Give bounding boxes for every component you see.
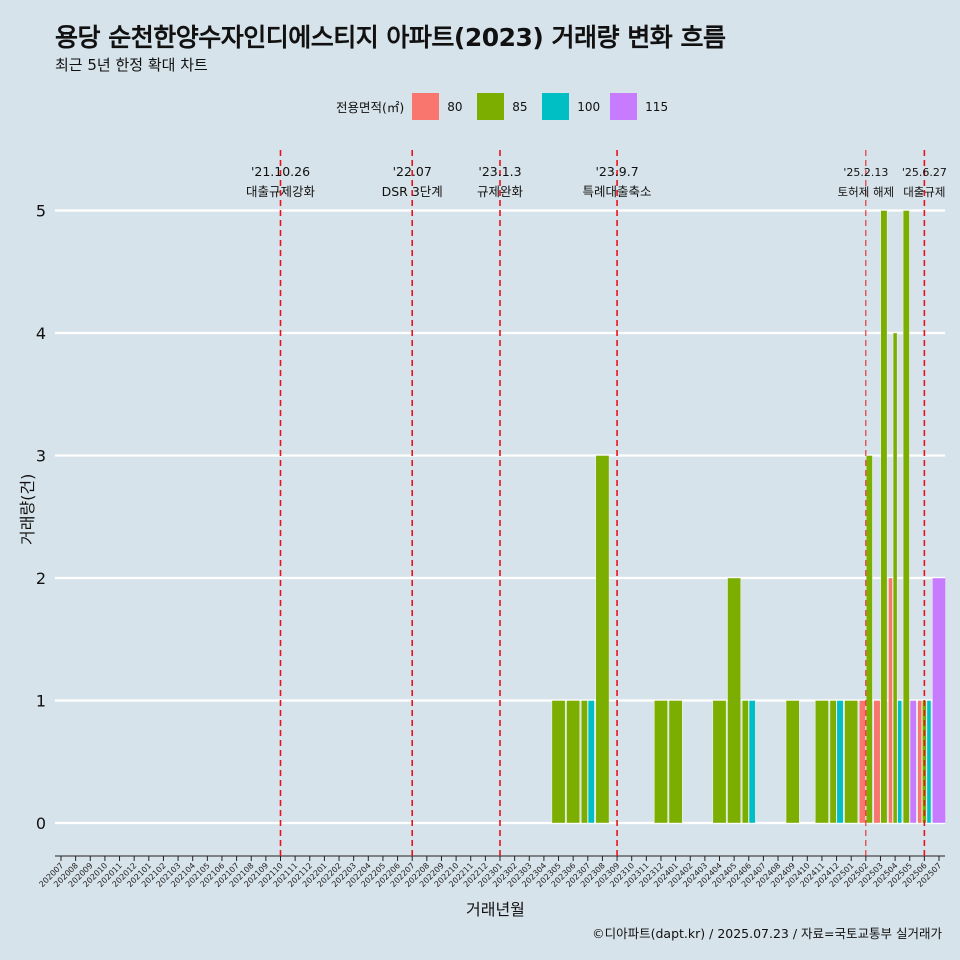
- event-text-label: 대출규제: [903, 185, 945, 199]
- bar-202307-100: [587, 700, 595, 824]
- x-axis-label: 거래년월: [466, 900, 525, 919]
- event-date-label: '23.9.7: [595, 164, 638, 179]
- bar-202409-85: [785, 700, 800, 824]
- bar-202504-85: [892, 332, 898, 824]
- y-tick-label: 4: [36, 324, 46, 343]
- event-text-label: 특례대출축소: [583, 184, 652, 199]
- bar-202411-85: [815, 700, 829, 824]
- y-tick-label: 2: [36, 569, 46, 588]
- legend-title: 전용면적(㎡): [336, 100, 405, 115]
- legend-item-80: 80: [412, 93, 467, 120]
- legend-swatch-80: [412, 93, 440, 120]
- chart-title: 용당 순천한양수자인디에스티지 아파트(2023) 거래량 변화 흐름: [55, 23, 726, 52]
- y-tick-label: 5: [36, 202, 46, 221]
- legend-label-115: 115: [645, 99, 669, 114]
- bar-202504-100: [897, 700, 902, 824]
- legend-swatch-115: [610, 93, 638, 120]
- bar-202412-85: [829, 700, 837, 824]
- event-text-label: 토허제 해제: [838, 185, 895, 199]
- event-date-label: '23.1.3: [478, 164, 521, 179]
- y-tick-label: 0: [36, 814, 46, 833]
- legend-label-85: 85: [512, 99, 528, 114]
- chart-subtitle: 최근 5년 한정 확대 차트: [55, 56, 208, 74]
- bar-202312-85: [654, 700, 668, 824]
- bar-202505-115: [909, 700, 917, 824]
- event-text-label: DSR 3단계: [382, 184, 443, 199]
- legend-label-100: 100: [577, 99, 601, 114]
- bar-202503-85: [880, 210, 888, 824]
- source-caption: ©디아파트(dapt.kr) / 2025.07.23 / 자료=국토교통부 실…: [592, 926, 942, 941]
- event-date-label: '25.6.27: [902, 166, 947, 179]
- bar-202502-85: [865, 455, 873, 824]
- event-date-label: '21.10.26: [251, 164, 310, 179]
- bar-202401-85: [668, 700, 683, 824]
- bar-202406-85: [741, 700, 749, 824]
- bar-202406-100: [748, 700, 756, 824]
- legend-item-100: 100: [542, 93, 600, 120]
- event-text-label: 규제완화: [477, 184, 524, 199]
- legend-swatch-85: [477, 93, 505, 120]
- bar-202505-85: [902, 210, 910, 824]
- bar-202412-100: [836, 700, 844, 824]
- bar-202506-80: [917, 700, 922, 824]
- bar-202504-80: [888, 577, 893, 824]
- bar-202501-85: [844, 700, 859, 824]
- event-text-label: 대출규제강화: [246, 184, 316, 199]
- legend-label-80: 80: [447, 99, 463, 114]
- y-tick-label: 1: [36, 692, 46, 711]
- y-axis-label: 거래량(건): [18, 473, 37, 545]
- event-date-label: '25.2.13: [843, 166, 888, 179]
- bar-202306-85: [566, 700, 580, 824]
- legend-item-85: 85: [477, 93, 532, 120]
- bar-202308-85: [595, 455, 610, 824]
- bar-202305-85: [551, 700, 566, 824]
- legend: 전용면적(㎡) 80 85 100 115: [336, 93, 678, 120]
- bar-202405-85: [727, 577, 741, 824]
- y-tick-label: 3: [36, 447, 46, 466]
- bar-202506-100: [926, 700, 932, 824]
- bar-202503-80: [873, 700, 881, 824]
- bar-202307-85: [580, 700, 588, 824]
- legend-item-115: 115: [610, 93, 668, 120]
- event-date-label: '22.07: [393, 164, 432, 179]
- bar-202507-115: [932, 577, 946, 824]
- bar-202502-80: [859, 700, 866, 824]
- legend-swatch-100: [542, 93, 570, 120]
- bar-202404-85: [712, 700, 727, 824]
